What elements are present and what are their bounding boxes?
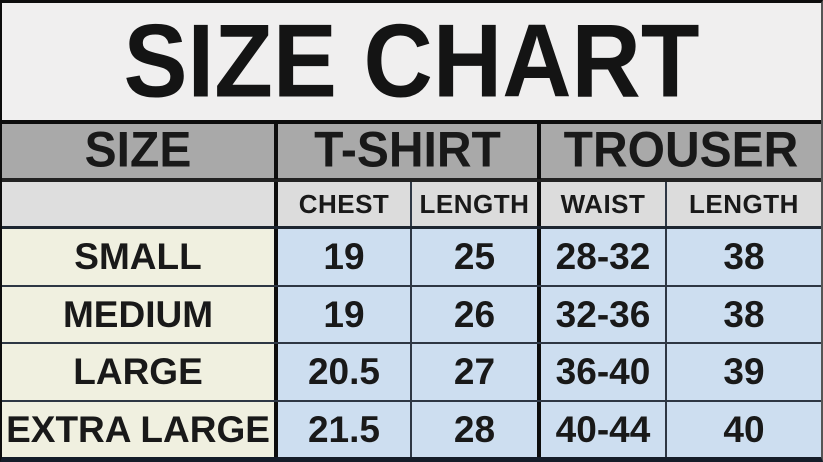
waist-value: 40-44 bbox=[541, 401, 667, 457]
group-header-row: SIZE T-SHIRT TROUSER bbox=[2, 122, 821, 182]
chest-value: 20.5 bbox=[278, 344, 412, 400]
subheader-chest: CHEST bbox=[278, 182, 412, 226]
column-group-size: SIZE bbox=[2, 122, 278, 180]
subheader-row: CHEST LENGTH WAIST LENGTH bbox=[2, 182, 821, 229]
tshirt-length-value: 27 bbox=[412, 344, 541, 400]
subheader-tshirt-length: LENGTH bbox=[412, 182, 541, 226]
tshirt-length-value: 28 bbox=[412, 401, 541, 457]
page-title: SIZE CHART bbox=[123, 3, 700, 119]
row-label: LARGE bbox=[2, 344, 278, 400]
waist-value: 36-40 bbox=[541, 344, 667, 400]
size-table: SIZE T-SHIRT TROUSER CHEST LENGTH WAIST … bbox=[2, 122, 821, 457]
trouser-length-value: 38 bbox=[667, 229, 821, 285]
table-row-small: SMALL 19 25 28-32 38 bbox=[2, 229, 821, 287]
row-label: EXTRA LARGE bbox=[2, 401, 278, 457]
chest-value: 21.5 bbox=[278, 401, 412, 457]
trouser-length-value: 40 bbox=[667, 401, 821, 457]
waist-value: 32-36 bbox=[541, 286, 667, 342]
chest-value: 19 bbox=[278, 286, 412, 342]
row-label: MEDIUM bbox=[2, 286, 278, 342]
table-row-large: LARGE 20.5 27 36-40 39 bbox=[2, 344, 821, 402]
subheader-trouser-length: LENGTH bbox=[689, 189, 799, 219]
row-label: SMALL bbox=[2, 229, 278, 285]
table-row-extra-large: EXTRA LARGE 21.5 28 40-44 40 bbox=[2, 401, 821, 457]
waist-value: 28-32 bbox=[541, 229, 667, 285]
column-group-trouser: TROUSER bbox=[563, 122, 799, 179]
trouser-length-value: 38 bbox=[667, 286, 821, 342]
trouser-length-value: 39 bbox=[667, 344, 821, 400]
tshirt-length-value: 25 bbox=[412, 229, 541, 285]
tshirt-length-value: 26 bbox=[412, 286, 541, 342]
chest-value: 19 bbox=[278, 229, 412, 285]
title-section: SIZE CHART bbox=[2, 3, 821, 124]
table-row-medium: MEDIUM 19 26 32-36 38 bbox=[2, 286, 821, 344]
subheader-size-blank bbox=[2, 182, 278, 226]
column-group-tshirt: T-SHIRT bbox=[278, 122, 541, 180]
subheader-waist: WAIST bbox=[541, 182, 667, 226]
